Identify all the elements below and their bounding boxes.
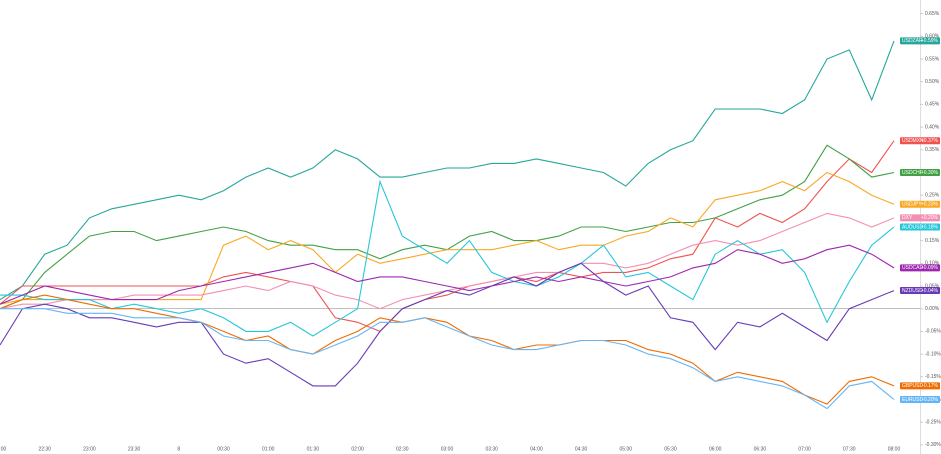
x-tick-label: 22:00 — [0, 446, 6, 452]
x-tick-label: 00:30 — [217, 446, 230, 452]
tag-value: +0.09% — [921, 265, 939, 271]
tag-name: GBPUSD — [902, 383, 924, 389]
x-tick-label: 03:30 — [485, 446, 498, 452]
x-tick-label: 22:30 — [38, 446, 51, 452]
last-value-tag — [900, 137, 940, 145]
y-tick-label: 0.45% — [925, 102, 940, 108]
tag-name: USDCHF — [902, 170, 923, 176]
tag-value: +0.18% — [921, 224, 939, 230]
y-tick-label: -0.05% — [925, 329, 941, 335]
x-tick-label: 07:30 — [843, 446, 856, 452]
series-line — [0, 308, 895, 410]
series-line — [0, 40, 895, 301]
x-tick-label: 8 — [177, 446, 180, 452]
tag-value: +0.37% — [921, 138, 939, 144]
y-tick-label: -0.30% — [925, 442, 941, 448]
y-tick-label: 0.15% — [925, 238, 940, 244]
y-tick-label: -0.10% — [925, 351, 941, 357]
x-tick-label: 07:00 — [798, 446, 811, 452]
x-tick-label: 05:00 — [620, 446, 633, 452]
tag-value: +0.04% — [921, 288, 939, 294]
last-value-tag — [900, 287, 940, 295]
x-tick-label: 23:30 — [128, 446, 141, 452]
x-tick-label: 06:30 — [754, 446, 767, 452]
y-tick-label: -0.25% — [925, 420, 941, 426]
x-tick-label: 08:00 — [888, 446, 901, 452]
tag-name: USDZAR — [902, 38, 923, 44]
tag-value: +0.59% — [921, 38, 939, 44]
y-tick-label: 0.40% — [925, 124, 940, 130]
x-tick-label: 05:30 — [664, 446, 677, 452]
tag-value: +0.20% — [921, 215, 939, 221]
last-value-tag — [900, 382, 940, 390]
tag-value: -0.17% — [922, 383, 938, 389]
y-tick-label: 0.00% — [925, 306, 940, 312]
series-line — [0, 144, 895, 310]
tag-name: USDJPY — [902, 202, 922, 208]
last-value-tag — [900, 264, 940, 272]
tag-name: USDMXN — [902, 138, 924, 144]
y-tick-label: 0.05% — [925, 283, 940, 289]
last-value-tag — [900, 37, 940, 45]
y-tick-label: 0.50% — [925, 79, 940, 85]
y-tick-label: 0.55% — [925, 56, 940, 62]
tag-value: +0.30% — [921, 170, 939, 176]
x-tick-label: 02:30 — [396, 446, 409, 452]
x-tick-label: 06:00 — [709, 446, 722, 452]
series-line — [0, 140, 895, 333]
y-tick-label: 0.60% — [925, 34, 940, 40]
y-tick-label: 0.65% — [925, 11, 940, 17]
last-value-tag — [900, 200, 940, 208]
x-tick-label: 01:00 — [262, 446, 275, 452]
last-value-tag — [900, 223, 940, 231]
last-value-tag — [900, 396, 940, 404]
series-line — [0, 244, 895, 305]
y-tick-label: 0.10% — [925, 261, 940, 267]
series-line — [0, 179, 895, 337]
y-tick-label: 0.25% — [925, 193, 940, 199]
y-tick-label: 0.35% — [925, 147, 940, 153]
x-tick-label: 01:30 — [307, 446, 320, 452]
series-line — [0, 262, 895, 387]
y-tick-label: -0.15% — [925, 374, 941, 380]
last-value-tag — [900, 214, 940, 222]
x-tick-label: 02:00 — [351, 446, 364, 452]
x-tick-label: 04:30 — [575, 446, 588, 452]
last-value-tag — [900, 169, 940, 177]
x-tick-label: 04:00 — [530, 446, 543, 452]
tag-value: +0.23% — [921, 202, 939, 208]
tag-name: AUDUSD — [902, 224, 924, 230]
tag-name: EURUSD — [902, 397, 924, 403]
tag-name: DXY — [902, 215, 913, 221]
x-tick-label: 03:00 — [441, 446, 454, 452]
tag-value: -0.20% — [922, 397, 938, 403]
series-line — [0, 294, 895, 405]
series-line — [0, 212, 895, 310]
tag-name: USDCAD — [902, 265, 924, 271]
series-line — [0, 171, 895, 305]
x-tick-label: 23:00 — [83, 446, 96, 452]
tag-name: NZDUSD — [902, 288, 923, 294]
